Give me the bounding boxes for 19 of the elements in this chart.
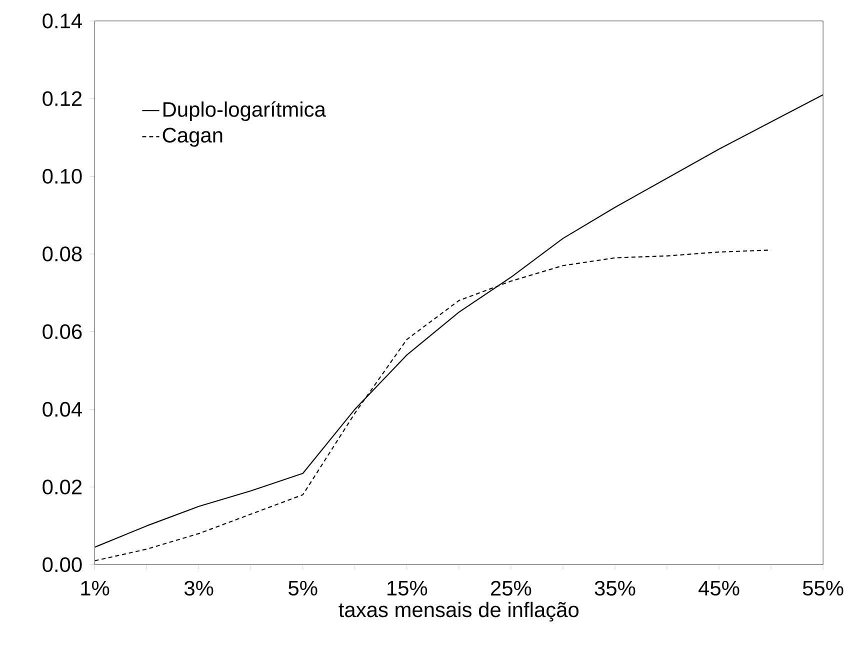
x-tick-label: 1% [81,580,110,596]
x-tick-label: 3% [184,580,214,596]
x-tick-label: 35% [594,580,636,596]
y-tick-label: 0.14 [42,13,82,28]
y-tick-label: 0.06 [42,324,82,339]
x-tick-label: 55% [802,580,844,596]
x-tick-label: 5% [288,580,318,596]
y-tick-label: 0.02 [42,479,82,494]
x-tick-label: 15% [388,580,428,596]
x-tick-label: 45% [698,580,740,596]
x-tick-label: 25% [491,580,532,596]
legend-label: Cagan [162,128,222,147]
y-tick-label: 0.10 [42,168,82,184]
y-tick-label: 0.08 [42,246,82,262]
y-tick-label: 0.00 [42,557,82,572]
y-tick-label: 0.04 [42,402,82,417]
legend-label: Duplo-logarítmica [164,101,326,121]
x-axis-title: taxas mensais de inflação [338,602,579,622]
y-tick-label: 0.12 [42,90,82,106]
